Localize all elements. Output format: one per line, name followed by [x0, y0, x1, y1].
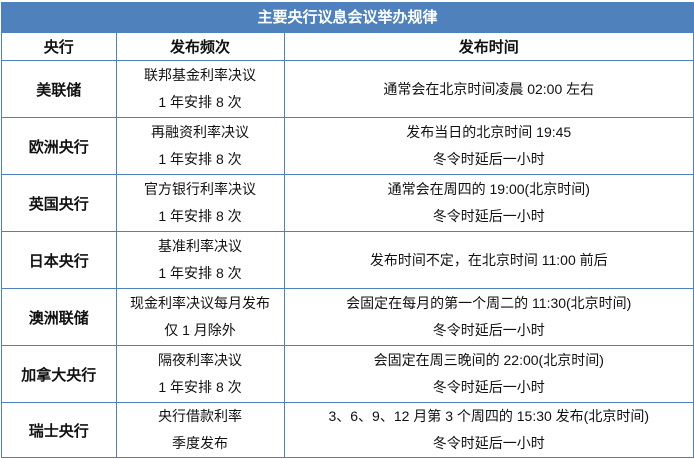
time-line: 冬令时延后一小时 — [432, 435, 545, 451]
time-line: 发布当日的北京时间 19:45 — [406, 124, 572, 140]
table-row: 英国央行 官方银行利率决议 1 年安排 8 次 通常会在周四的 19:00(北京时间)… — [2, 174, 693, 232]
freq-line: 1 年安排 8 次 — [158, 151, 242, 167]
freq-line: 隔夜利率决议 — [158, 352, 242, 368]
bank-name: 加拿大央行 — [2, 345, 117, 403]
table-title: 主要央行议息会议举办规律 — [2, 3, 693, 33]
table-row: 瑞士央行 央行借款利率 季度发布 3、6、9、12 月第 3 个周四的 15:30 发… — [2, 402, 693, 457]
header-bank: 央行 — [2, 33, 117, 61]
time-cell: 会固定在周三晚间的 22:00(北京时间) 冬令时延后一小时 — [283, 345, 693, 403]
time-cell: 通常会在周四的 19:00(北京时间) 冬令时延后一小时 — [283, 174, 693, 232]
frequency-cell: 基准利率决议 1 年安排 8 次 — [115, 231, 285, 289]
time-line: 冬令时延后一小时 — [432, 151, 545, 167]
frequency-cell: 央行借款利率 季度发布 — [115, 402, 285, 457]
table-row: 加拿大央行 隔夜利率决议 1 年安排 8 次 会固定在周三晚间的 22:00(北京时间… — [2, 345, 693, 403]
time-line: 冬令时延后一小时 — [432, 379, 545, 395]
time-cell: 通常会在北京时间凌晨 02:00 左右 — [283, 60, 693, 118]
freq-line: 央行借款利率 — [158, 408, 242, 424]
freq-line: 季度发布 — [172, 435, 228, 451]
time-line: 发布时间不定，在北京时间 11:00 前后 — [369, 251, 608, 268]
freq-line: 官方银行利率决议 — [144, 181, 256, 197]
frequency-cell: 隔夜利率决议 1 年安排 8 次 — [115, 345, 285, 403]
table-row: 日本央行 基准利率决议 1 年安排 8 次 发布时间不定，在北京时间 11:00 前后 — [2, 231, 693, 289]
frequency-cell: 联邦基金利率决议 1 年安排 8 次 — [115, 60, 285, 118]
bank-name: 澳洲联储 — [2, 288, 117, 346]
freq-line: 1 年安排 8 次 — [158, 379, 242, 395]
freq-line: 现金利率决议每月发布 — [130, 295, 270, 311]
time-line: 通常会在周四的 19:00(北京时间) — [387, 181, 590, 197]
header-frequency: 发布频次 — [115, 33, 285, 61]
bank-name: 美联储 — [2, 60, 117, 118]
bank-name: 英国央行 — [2, 174, 117, 232]
table-row: 欧洲央行 再融资利率决议 1 年安排 8 次 发布当日的北京时间 19:45 冬令时延后… — [2, 117, 693, 175]
time-cell: 发布时间不定，在北京时间 11:00 前后 — [283, 231, 693, 289]
freq-line: 联邦基金利率决议 — [144, 67, 256, 83]
bank-name: 瑞士央行 — [2, 402, 117, 457]
freq-line: 再融资利率决议 — [151, 124, 249, 140]
time-line: 冬令时延后一小时 — [432, 208, 545, 224]
time-cell: 发布当日的北京时间 19:45 冬令时延后一小时 — [283, 117, 693, 175]
header-time: 发布时间 — [283, 33, 693, 61]
freq-line: 1 年安排 8 次 — [158, 208, 242, 224]
freq-line: 1 年安排 8 次 — [158, 265, 242, 281]
bank-name: 欧洲央行 — [2, 117, 117, 175]
frequency-cell: 官方银行利率决议 1 年安排 8 次 — [115, 174, 285, 232]
table-row: 澳洲联储 现金利率决议每月发布仅 1 月除外 会固定在每月的第一个周二的 11:30… — [2, 288, 693, 346]
time-line: 会固定在周三晚间的 22:00(北京时间) — [373, 352, 604, 368]
time-line: 会固定在每月的第一个周二的 11:30(北京时间) — [346, 295, 632, 311]
bank-name: 日本央行 — [2, 231, 117, 289]
time-line: 通常会在北京时间凌晨 02:00 左右 — [383, 80, 595, 97]
frequency-cell: 再融资利率决议 1 年安排 8 次 — [115, 117, 285, 175]
table-row: 美联储 联邦基金利率决议 1 年安排 8 次 通常会在北京时间凌晨 02:00 左右 — [2, 60, 693, 118]
time-cell: 3、6、9、12 月第 3 个周四的 15:30 发布(北京时间) 冬令时延后一小… — [283, 402, 693, 457]
freq-line: 基准利率决议 — [158, 238, 242, 254]
time-cell: 会固定在每月的第一个周二的 11:30(北京时间) 冬令时延后一小时 — [283, 288, 693, 346]
frequency-cell: 现金利率决议每月发布仅 1 月除外 — [115, 288, 285, 346]
freq-line: 1 年安排 8 次 — [158, 94, 242, 110]
time-line: 冬令时延后一小时 — [432, 322, 545, 338]
time-line: 3、6、9、12 月第 3 个周四的 15:30 发布(北京时间) — [328, 408, 650, 424]
freq-line: 仅 1 月除外 — [164, 322, 236, 338]
